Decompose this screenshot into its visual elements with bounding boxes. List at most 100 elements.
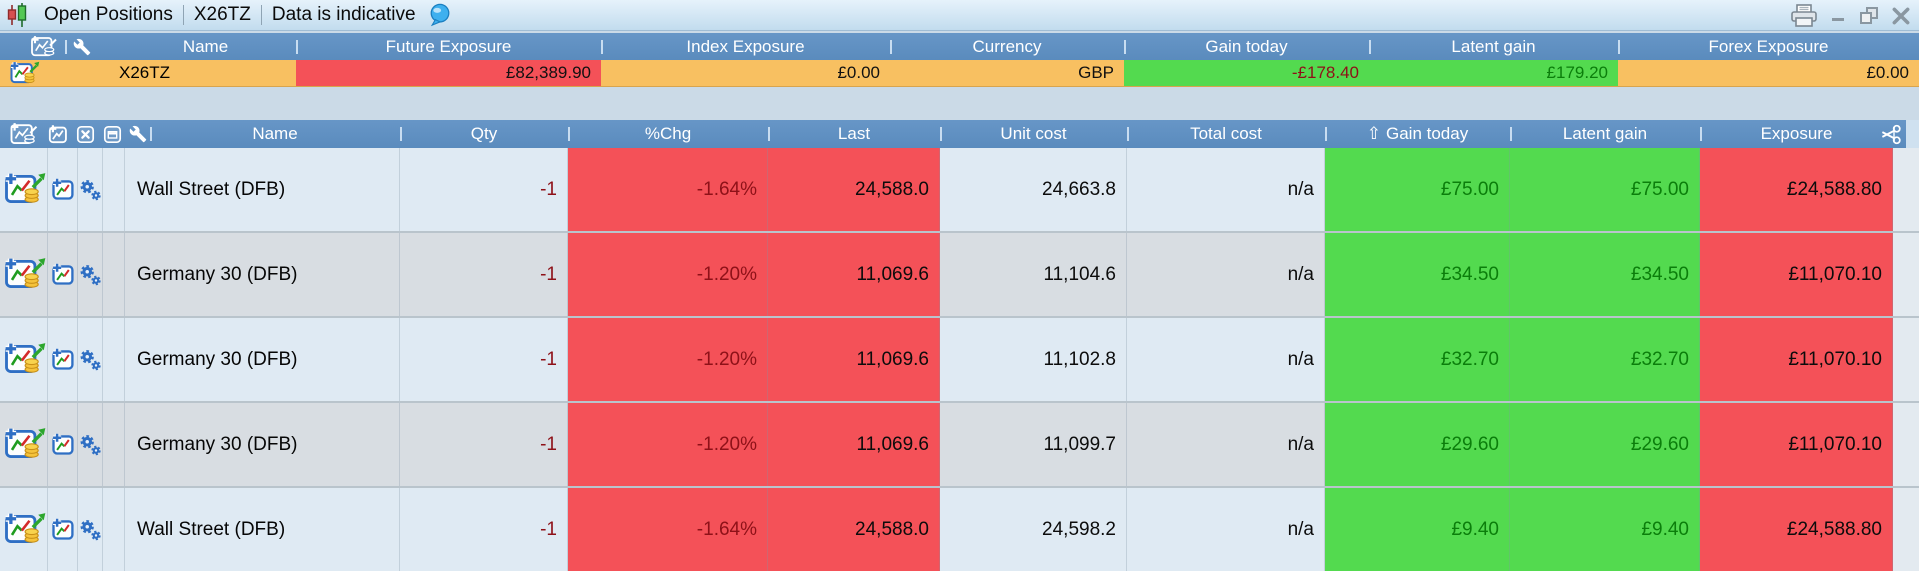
scrollbar-gutter — [1893, 488, 1919, 571]
summary-future-exposure: £82,389.90 — [296, 60, 601, 86]
column-total-cost[interactable]: Total cost — [1127, 120, 1325, 148]
position-settings-button[interactable] — [78, 403, 103, 486]
open-deal-ticket-button[interactable] — [0, 488, 48, 571]
column-exposure[interactable]: Exposure — [1700, 120, 1893, 148]
unit-cost-value: 24,598.2 — [940, 488, 1127, 571]
open-deal-ticket-button[interactable] — [0, 403, 48, 486]
scrollbar-gutter — [1893, 403, 1919, 486]
close-all-icon[interactable] — [75, 124, 96, 145]
window-title: Open Positions — [44, 4, 173, 25]
position-row: Germany 30 (DFB) -1 -1.20% 11,069.6 11,1… — [0, 318, 1919, 403]
pct-change-value: -1.64% — [568, 148, 768, 231]
unit-cost-value: 24,663.8 — [940, 148, 1127, 231]
summary-column-currency[interactable]: Currency — [890, 33, 1124, 60]
latent-gain-value: £9.40 — [1510, 488, 1700, 571]
position-row: Germany 30 (DFB) -1 -1.20% 11,069.6 11,1… — [0, 233, 1919, 318]
position-row: Germany 30 (DFB) -1 -1.20% 11,069.6 11,0… — [0, 403, 1919, 488]
gain-today-value: £29.60 — [1325, 403, 1510, 486]
total-cost-value: n/a — [1127, 318, 1325, 401]
exposure-value: £11,070.10 — [1700, 233, 1893, 316]
summary-column-gain-today[interactable]: Gain today — [1124, 33, 1369, 60]
wrench-icon[interactable] — [73, 38, 91, 56]
row-spacer — [103, 148, 125, 231]
open-chart-button[interactable] — [48, 233, 78, 316]
summary-latent-gain: £179.20 — [1369, 60, 1618, 86]
column-unit-cost[interactable]: Unit cost — [940, 120, 1127, 148]
last-price-value: 24,588.0 — [768, 488, 940, 571]
summary-gain-today: -£178.40 — [1124, 60, 1369, 86]
wrench-icon[interactable] — [129, 125, 147, 143]
exposure-value: £24,588.80 — [1700, 488, 1893, 571]
position-settings-button[interactable] — [78, 233, 103, 316]
unit-cost-value: 11,104.6 — [940, 233, 1127, 316]
unit-cost-value: 11,102.8 — [940, 318, 1127, 401]
latent-gain-value: £32.70 — [1510, 318, 1700, 401]
header-separator — [65, 39, 67, 54]
summary-column-index-exposure[interactable]: Index Exposure — [601, 33, 890, 60]
open-deal-ticket-button[interactable] — [0, 318, 48, 401]
row-spacer — [103, 233, 125, 316]
speech-balloon-icon — [428, 3, 452, 27]
row-spacer — [103, 403, 125, 486]
open-chart-button[interactable] — [48, 488, 78, 571]
status-note: Data is indicative — [271, 4, 416, 25]
summary-column-future-exposure[interactable]: Future Exposure — [296, 33, 601, 60]
scrollbar-gutter — [1893, 233, 1919, 316]
qty-value: -1 — [400, 403, 568, 486]
close-button[interactable] — [1891, 6, 1911, 26]
position-settings-button[interactable] — [78, 488, 103, 571]
summary-table-header: Name Future Exposure Index Exposure Curr… — [0, 33, 1919, 60]
exposure-value: £11,070.10 — [1700, 403, 1893, 486]
open-chart-button[interactable] — [48, 318, 78, 401]
chart-coins-icon[interactable] — [29, 35, 59, 59]
open-position-icon[interactable] — [0, 60, 115, 86]
column-chg[interactable]: %Chg — [568, 120, 768, 148]
instrument-name: Wall Street (DFB) — [125, 488, 400, 571]
column-last[interactable]: Last — [768, 120, 940, 148]
summary-row: X26TZ £82,389.90 £0.00 GBP -£178.40 £179… — [0, 60, 1919, 87]
position-settings-button[interactable] — [78, 318, 103, 401]
summary-column-latent-gain[interactable]: Latent gain — [1369, 33, 1618, 60]
open-chart-button[interactable] — [48, 403, 78, 486]
add-chart-icon[interactable] — [46, 123, 69, 146]
summary-column-forex-exposure[interactable]: Forex Exposure — [1618, 33, 1919, 60]
total-cost-value: n/a — [1127, 148, 1325, 231]
pct-change-value: -1.20% — [568, 403, 768, 486]
column-name[interactable]: Name — [150, 120, 400, 148]
gain-today-value: £9.40 — [1325, 488, 1510, 571]
gain-today-value: £32.70 — [1325, 318, 1510, 401]
summary-index-exposure: £0.00 — [837, 63, 880, 82]
column-qty[interactable]: Qty — [400, 120, 568, 148]
column-latent-gain[interactable]: Latent gain — [1510, 120, 1700, 148]
minimize-panel-icon[interactable] — [102, 124, 123, 145]
instrument-name: Germany 30 (DFB) — [125, 233, 400, 316]
chart-coins-icon[interactable] — [8, 122, 40, 147]
row-spacer — [103, 488, 125, 571]
restore-button[interactable] — [1857, 5, 1881, 27]
qty-value: -1 — [400, 318, 568, 401]
print-button[interactable] — [1789, 3, 1819, 29]
open-deal-ticket-button[interactable] — [0, 233, 48, 316]
qty-value: -1 — [400, 488, 568, 571]
open-deal-ticket-button[interactable] — [0, 148, 48, 231]
title-separator — [260, 5, 262, 25]
qty-value: -1 — [400, 233, 568, 316]
pct-change-value: -1.64% — [568, 488, 768, 571]
summary-currency: GBP — [1078, 63, 1114, 82]
pct-change-value: -1.20% — [568, 318, 768, 401]
scissors-icon[interactable] — [1880, 123, 1902, 146]
unit-cost-value: 11,099.7 — [940, 403, 1127, 486]
header-gutter — [1906, 120, 1919, 148]
qty-value: -1 — [400, 148, 568, 231]
position-row: Wall Street (DFB) -1 -1.64% 24,588.0 24,… — [0, 148, 1919, 233]
sort-ascending-icon: ⇧ — [1366, 124, 1381, 143]
summary-column-name[interactable]: Name — [182, 36, 229, 56]
instrument-name: Wall Street (DFB) — [125, 148, 400, 231]
latent-gain-value: £34.50 — [1510, 233, 1700, 316]
row-spacer — [103, 318, 125, 401]
open-chart-button[interactable] — [48, 148, 78, 231]
position-settings-button[interactable] — [78, 148, 103, 231]
instrument-code: X26TZ — [193, 4, 251, 25]
minimize-button[interactable] — [1829, 7, 1847, 25]
column-gain-today[interactable]: ⇧ Gain today — [1325, 120, 1510, 148]
